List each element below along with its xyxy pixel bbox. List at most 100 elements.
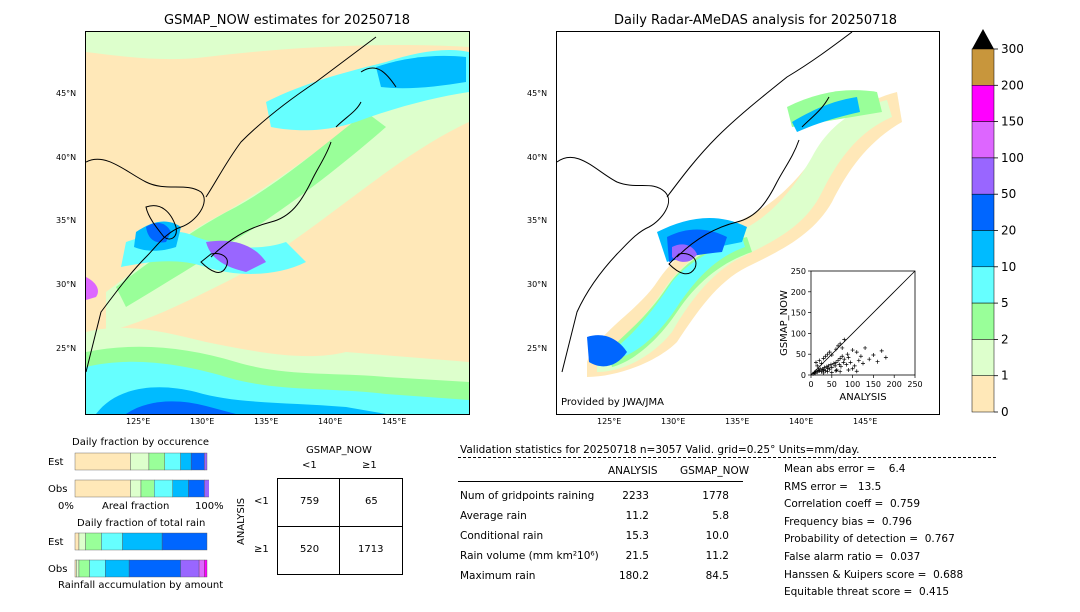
scatter-point — [825, 369, 830, 374]
scatter-xlabel: ANALYSIS — [839, 392, 886, 403]
scatter-point — [819, 361, 824, 366]
lon-label: 130°E — [661, 417, 686, 426]
validation-row-label: Conditional rain — [460, 530, 544, 542]
colorbar-cell — [971, 375, 995, 413]
colorbar-cell — [971, 121, 995, 159]
totalrain-bar-segment — [122, 532, 163, 551]
scatter-point — [836, 358, 841, 363]
scatter-xtick-label: 50 — [827, 380, 837, 389]
occurrence-bar-segment — [74, 452, 131, 471]
scatter-point — [838, 364, 843, 369]
scatter-point — [828, 362, 833, 367]
colorbar-cell — [971, 339, 995, 376]
contingency-row-ge1: ≥1 — [254, 544, 269, 555]
totalrain-xlabel: Rainfall accumulation by amount — [58, 580, 224, 591]
totalrain-title: Daily fraction of total rain — [77, 518, 206, 529]
scatter-point — [829, 365, 834, 370]
scatter-point — [871, 353, 876, 358]
validation-row-gsmap: 11.2 — [705, 550, 729, 562]
colorbar-tick-label: 300 — [1001, 42, 1024, 56]
scatter-xtick-label: 100 — [845, 380, 860, 389]
totalrain-bar-segment — [89, 559, 106, 578]
validation-score: Mean abs error = 6.4 — [784, 463, 906, 475]
scatter-point — [854, 369, 859, 374]
totalrain-row-obs: Obs — [48, 564, 68, 575]
occurrence-bar-segment — [74, 479, 131, 498]
scatter-point — [833, 347, 838, 352]
scatter-xtick-label: 150 — [866, 380, 881, 389]
totalrain-bar-segment — [198, 559, 205, 578]
validation-row-label: Average rain — [460, 510, 527, 522]
scatter-point — [823, 354, 828, 359]
right-map — [556, 31, 940, 415]
colorbar-cell — [971, 157, 995, 195]
lat-label: 25°N — [56, 344, 77, 353]
left-map-title: GSMAP_NOW estimates for 20250718 — [164, 13, 411, 28]
occurrence-bar-segment — [130, 452, 150, 471]
scatter-point — [840, 354, 845, 359]
scatter-point — [842, 337, 847, 342]
lat-label: 45°N — [527, 89, 548, 98]
occurrence-title: Daily fraction by occurence — [72, 437, 210, 448]
scatter-point — [829, 370, 834, 375]
scatter-point — [822, 365, 827, 370]
scatter-point — [826, 363, 831, 368]
scatter-point — [838, 356, 843, 361]
scatter-point — [875, 359, 880, 364]
validation-rule — [458, 481, 743, 482]
scatter-point — [840, 345, 845, 350]
occurrence-bar-segment — [164, 452, 181, 471]
contingency-col-lt1: <1 — [302, 460, 317, 471]
occurrence-bar-segment — [172, 479, 189, 498]
validation-score: Frequency bias = 0.796 — [784, 515, 912, 528]
scatter-point — [821, 370, 826, 375]
totalrain-bar-segment — [128, 559, 181, 578]
colorbar-cell — [971, 302, 995, 340]
totalrain-bar-segment — [180, 559, 200, 578]
occurrence-bars — [74, 452, 213, 498]
validation-row-gsmap: 10.0 — [705, 530, 729, 542]
totalrain-bar-segment — [78, 559, 90, 578]
scatter-ytick-label: 150 — [791, 309, 806, 318]
validation-row-analysis: 15.3 — [625, 530, 649, 542]
colorbar: 300 200 150 100 50 20 10 5 2 1 0 — [960, 28, 1040, 420]
scatter-point — [842, 357, 847, 362]
validation-score: Equitable threat score = 0.415 — [784, 586, 950, 599]
lon-label: 125°E — [126, 417, 151, 426]
colorbar-cell — [971, 230, 995, 268]
colorbar-tick-label: 2 — [1001, 332, 1009, 346]
scatter-ylabel: GSMAP_NOW — [779, 290, 790, 356]
scatter-point — [825, 352, 830, 357]
scatter-point — [827, 350, 832, 355]
totalrain-bar-segment — [204, 559, 208, 578]
totalrain-bar-segment — [74, 532, 80, 551]
colorbar-over-arrow — [972, 29, 994, 49]
scatter-point — [819, 369, 824, 374]
validation-col-gsmap: GSMAP_NOW — [680, 465, 750, 477]
lon-label: 145°E — [382, 417, 407, 426]
validation-row-analysis: 2233 — [622, 490, 649, 502]
scatter-ytick-label: 200 — [791, 288, 806, 297]
colorbar-tick-label: 50 — [1001, 187, 1016, 201]
scatter-inset: 0 50 100 150 200 250 0 50 100 150 200 250 ANALYSIS… — [775, 262, 935, 404]
scatter-point — [863, 345, 868, 350]
occurrence-row-obs: Obs — [48, 484, 68, 495]
lon-label: 125°E — [597, 417, 622, 426]
occurrence-bar-segment — [204, 452, 208, 471]
scatter-xtick-label: 0 — [808, 380, 813, 389]
scatter-point — [883, 355, 888, 360]
scatter-ytick-label: 250 — [791, 267, 806, 276]
validation-row-label: Num of gridpoints raining — [460, 490, 595, 502]
left-map — [85, 31, 470, 415]
scatter-xtick-label: 250 — [907, 380, 922, 389]
occurrence-bar-segment — [180, 452, 192, 471]
lat-label: 35°N — [56, 216, 77, 225]
lat-label: 30°N — [56, 280, 77, 289]
totalrain-row-est: Est — [48, 537, 64, 548]
lat-label: 35°N — [527, 216, 548, 225]
validation-row-analysis: 21.5 — [625, 550, 649, 562]
totalrain-bar-segment — [105, 559, 130, 578]
scatter-point — [817, 358, 822, 363]
validation-score: Correlation coeff = 0.759 — [784, 498, 920, 511]
